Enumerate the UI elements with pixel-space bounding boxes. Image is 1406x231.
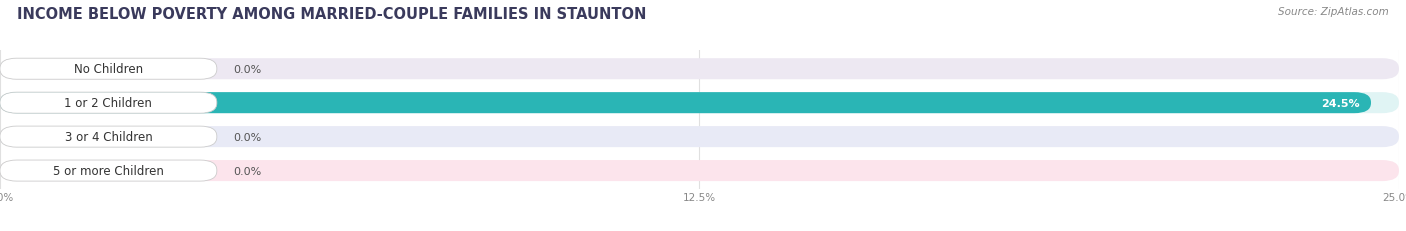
FancyBboxPatch shape bbox=[0, 93, 217, 114]
FancyBboxPatch shape bbox=[0, 160, 217, 181]
FancyBboxPatch shape bbox=[0, 93, 1399, 114]
FancyBboxPatch shape bbox=[0, 93, 1371, 114]
FancyBboxPatch shape bbox=[0, 59, 1399, 80]
Text: Source: ZipAtlas.com: Source: ZipAtlas.com bbox=[1278, 7, 1389, 17]
Text: 3 or 4 Children: 3 or 4 Children bbox=[65, 131, 152, 143]
FancyBboxPatch shape bbox=[0, 127, 217, 148]
FancyBboxPatch shape bbox=[0, 59, 217, 80]
Text: 0.0%: 0.0% bbox=[233, 166, 262, 176]
Text: 0.0%: 0.0% bbox=[233, 64, 262, 74]
Text: 1 or 2 Children: 1 or 2 Children bbox=[65, 97, 152, 110]
Text: 5 or more Children: 5 or more Children bbox=[53, 164, 165, 177]
Text: 24.5%: 24.5% bbox=[1322, 98, 1360, 108]
FancyBboxPatch shape bbox=[0, 160, 1399, 181]
Text: No Children: No Children bbox=[75, 63, 143, 76]
FancyBboxPatch shape bbox=[0, 127, 1399, 148]
Text: INCOME BELOW POVERTY AMONG MARRIED-COUPLE FAMILIES IN STAUNTON: INCOME BELOW POVERTY AMONG MARRIED-COUPL… bbox=[17, 7, 647, 22]
Text: 0.0%: 0.0% bbox=[233, 132, 262, 142]
